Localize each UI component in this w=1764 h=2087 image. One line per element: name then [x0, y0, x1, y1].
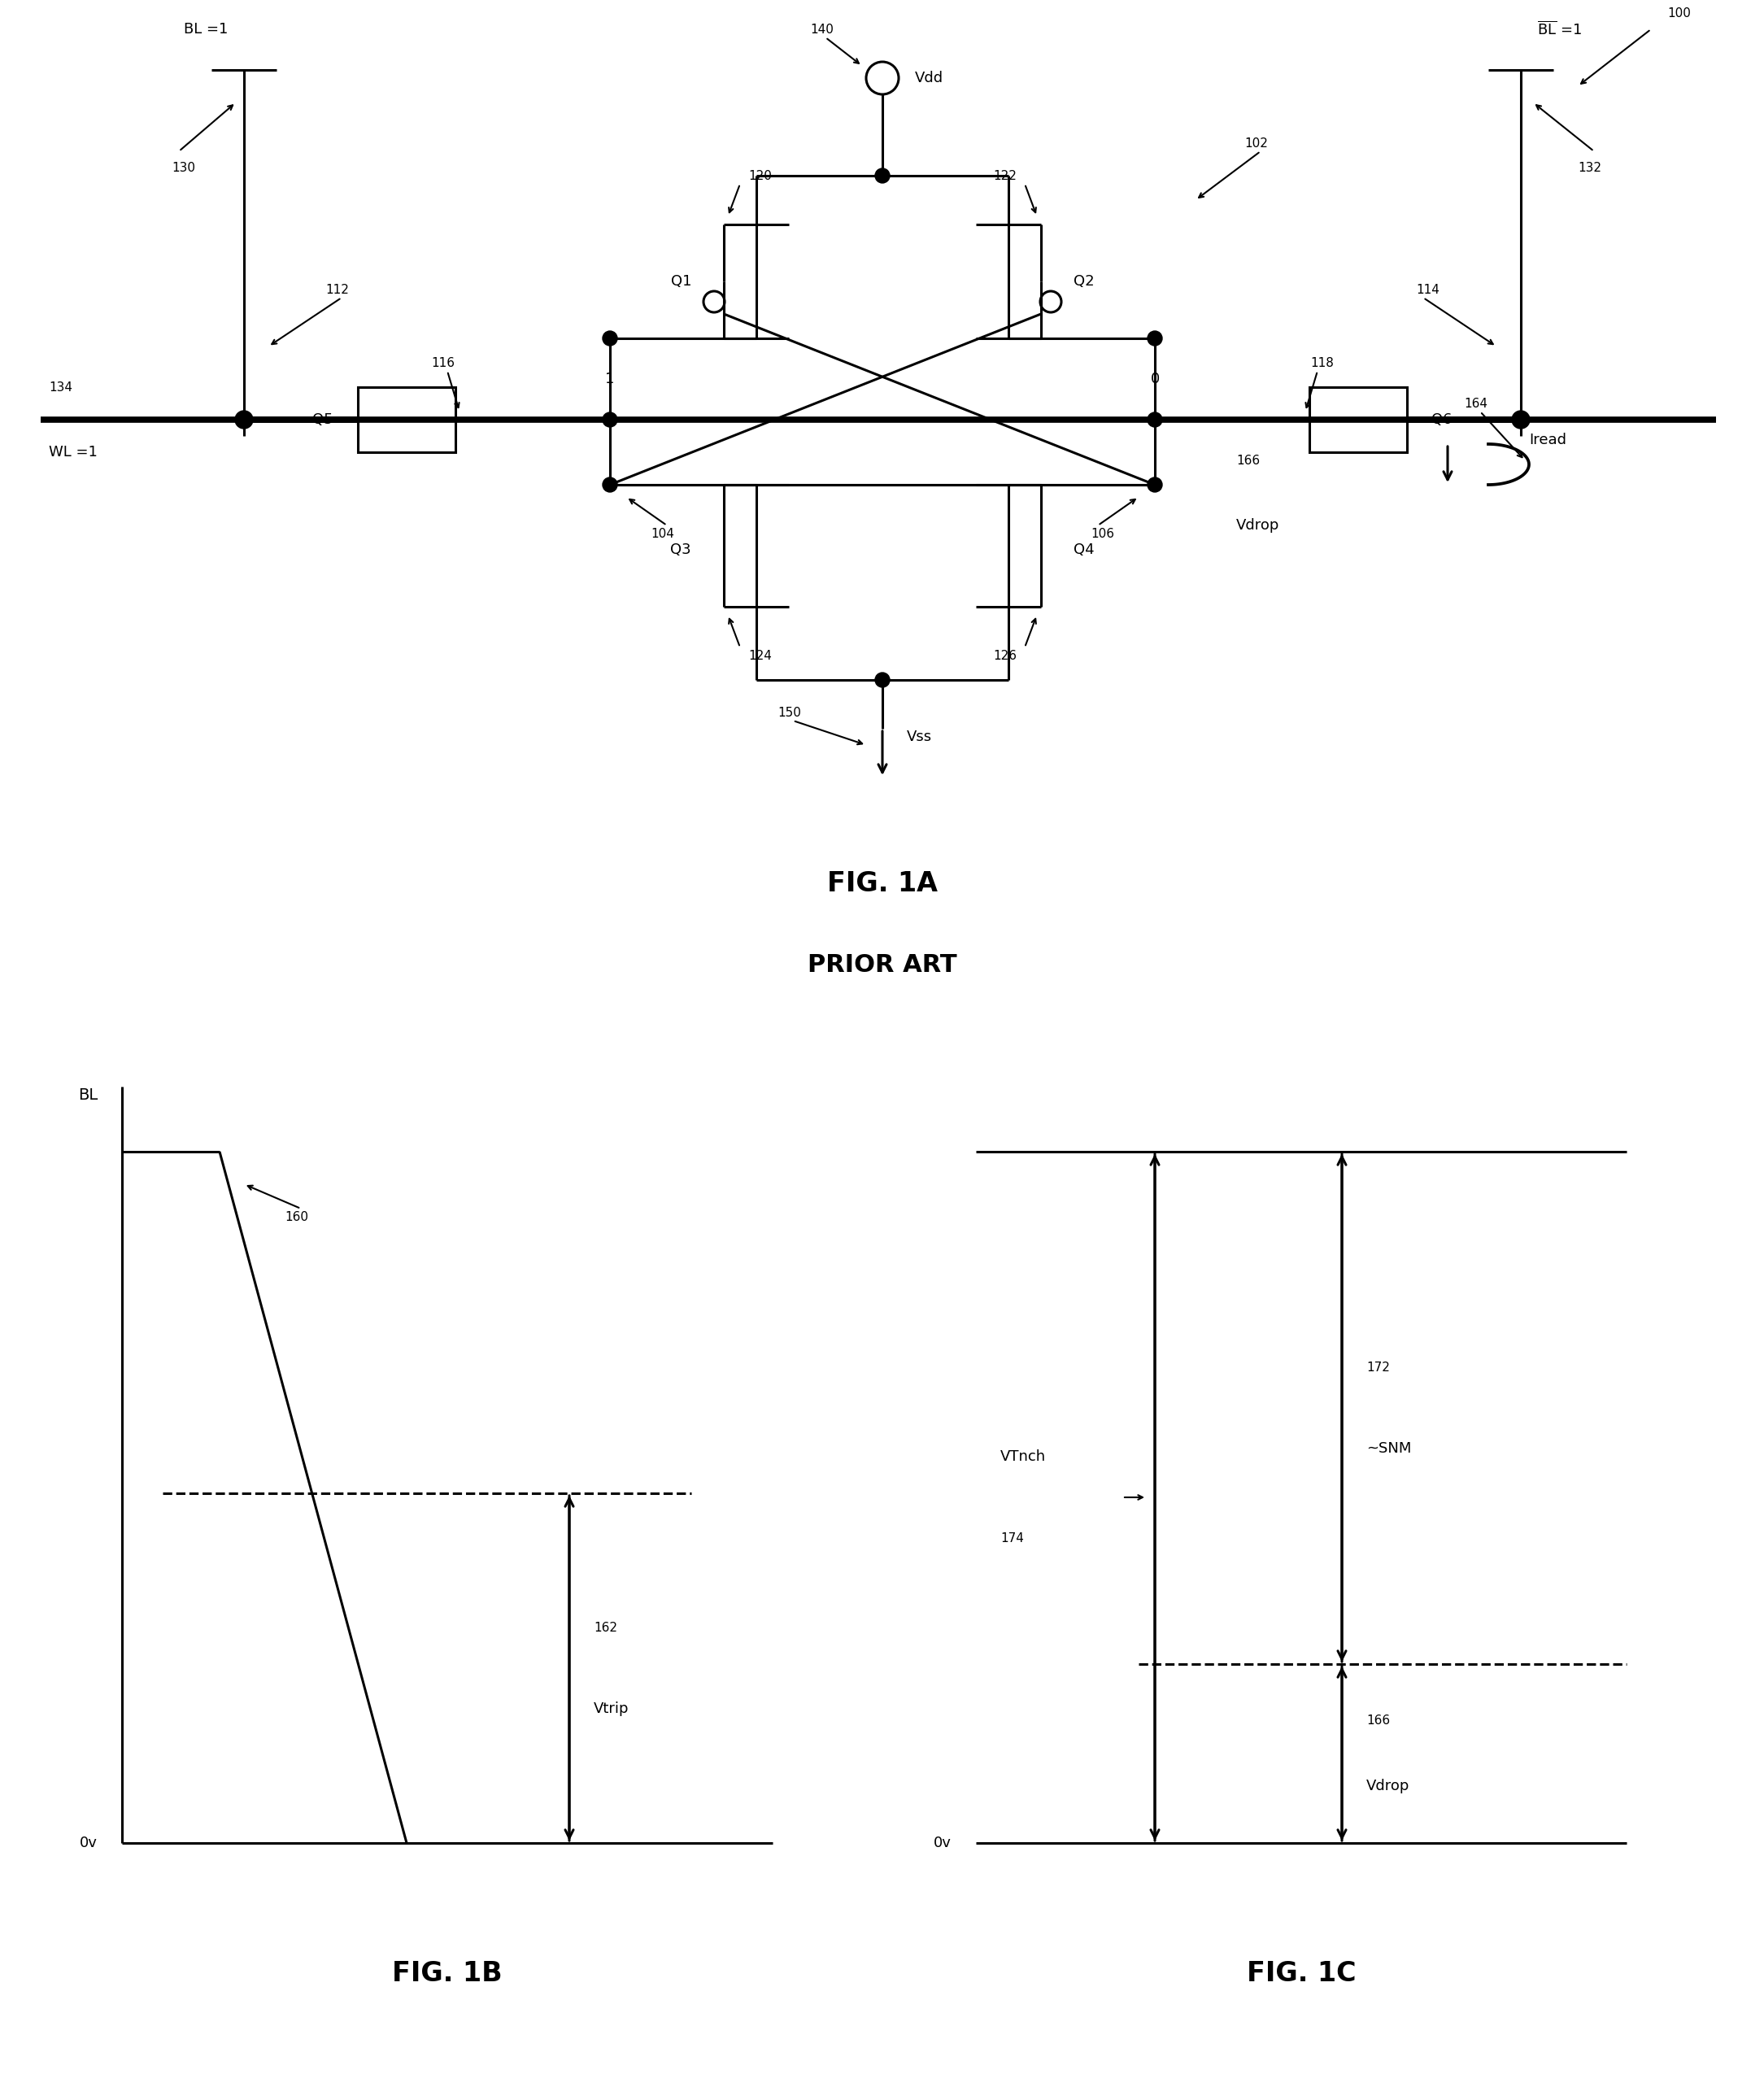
Circle shape	[875, 672, 889, 687]
Text: 166: 166	[1367, 1716, 1390, 1728]
Text: 174: 174	[1000, 1532, 1023, 1544]
Text: ~SNM: ~SNM	[1367, 1442, 1411, 1457]
Text: BL =1: BL =1	[183, 23, 228, 38]
Text: 164: 164	[1464, 397, 1487, 409]
Text: 160: 160	[284, 1210, 309, 1223]
Text: Vss: Vss	[907, 730, 931, 745]
Text: 0v: 0v	[79, 1837, 97, 1851]
Text: 166: 166	[1237, 455, 1259, 465]
Circle shape	[1148, 332, 1162, 346]
Circle shape	[875, 169, 889, 184]
Text: 126: 126	[993, 649, 1016, 662]
Text: 114: 114	[1416, 284, 1439, 296]
Circle shape	[603, 478, 617, 493]
Bar	[1309, 388, 1408, 453]
Bar	[358, 388, 455, 453]
Text: FIG. 1B: FIG. 1B	[392, 1960, 503, 1987]
Text: 130: 130	[171, 161, 196, 173]
Circle shape	[235, 411, 252, 428]
Text: 120: 120	[748, 169, 771, 182]
Text: WL =1: WL =1	[49, 445, 97, 459]
Text: Q4: Q4	[1074, 543, 1094, 557]
Text: 1: 1	[605, 371, 614, 386]
Text: 112: 112	[325, 284, 349, 296]
Text: Vdd: Vdd	[916, 71, 944, 86]
Text: Vdrop: Vdrop	[1367, 1778, 1409, 1793]
Text: 0v: 0v	[933, 1837, 951, 1851]
Text: Q5: Q5	[312, 413, 333, 428]
Text: Q3: Q3	[670, 543, 691, 557]
Circle shape	[1148, 478, 1162, 493]
Text: Q6: Q6	[1431, 413, 1452, 428]
Text: 150: 150	[778, 705, 801, 718]
Text: VTnch: VTnch	[1000, 1448, 1046, 1463]
Circle shape	[1148, 413, 1162, 428]
Text: BL: BL	[78, 1087, 97, 1102]
Text: FIG. 1A: FIG. 1A	[827, 870, 938, 897]
Text: Iread: Iread	[1529, 432, 1566, 447]
Circle shape	[603, 332, 617, 346]
Text: 172: 172	[1367, 1361, 1390, 1373]
Circle shape	[603, 413, 617, 428]
Text: 162: 162	[594, 1622, 617, 1634]
Text: PRIOR ART: PRIOR ART	[808, 954, 958, 977]
Text: 124: 124	[748, 649, 771, 662]
Text: $\overline{\mathrm{BL}}$ =1: $\overline{\mathrm{BL}}$ =1	[1536, 21, 1582, 38]
Text: Q2: Q2	[1074, 273, 1094, 288]
Text: 134: 134	[49, 382, 72, 392]
Text: 104: 104	[651, 528, 674, 541]
Text: 102: 102	[1244, 138, 1268, 150]
Text: 140: 140	[810, 23, 834, 35]
Text: 0: 0	[1150, 371, 1159, 386]
Text: 116: 116	[430, 357, 455, 369]
Text: 122: 122	[993, 169, 1016, 182]
Text: 132: 132	[1577, 161, 1602, 173]
Text: Vtrip: Vtrip	[594, 1701, 630, 1716]
Text: Vdrop: Vdrop	[1237, 518, 1279, 532]
Circle shape	[1512, 411, 1529, 428]
Text: FIG. 1C: FIG. 1C	[1247, 1960, 1357, 1987]
Text: 106: 106	[1090, 528, 1115, 541]
Text: 118: 118	[1311, 357, 1334, 369]
Text: Q1: Q1	[670, 273, 691, 288]
Text: 100: 100	[1667, 6, 1690, 19]
